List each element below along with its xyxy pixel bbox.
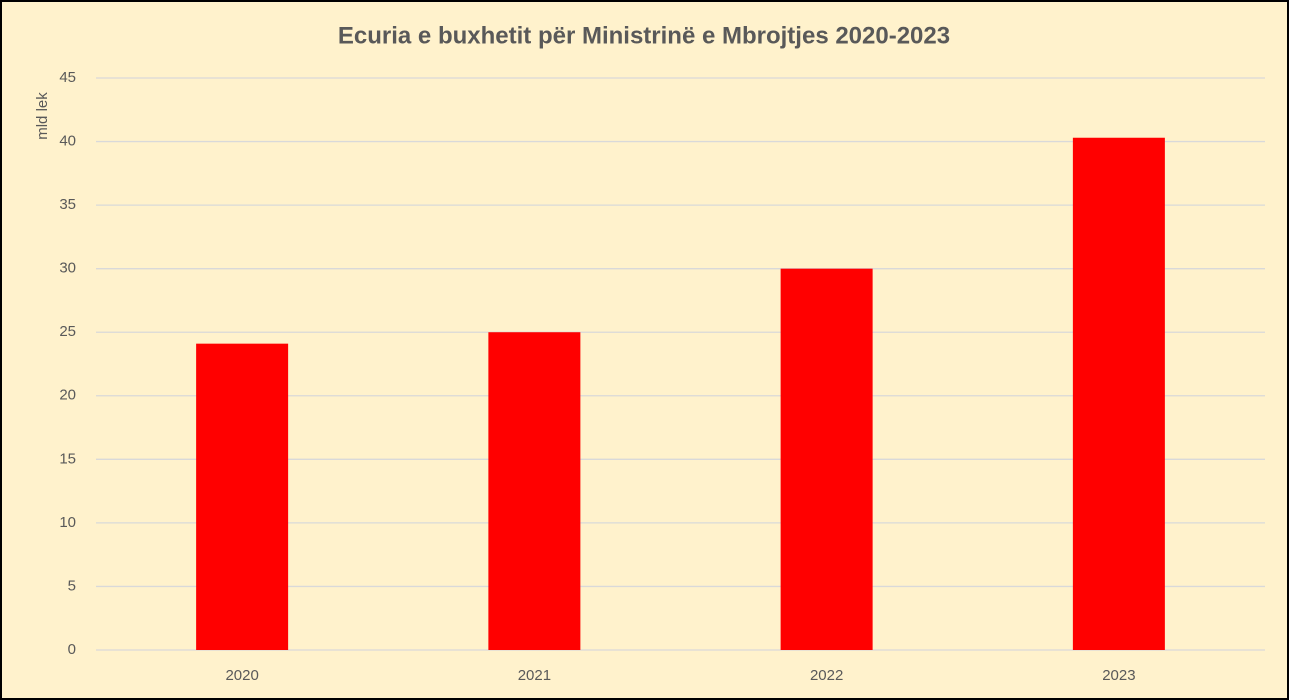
bar (196, 343, 289, 650)
y-tick-label: 45 (59, 69, 76, 86)
y-tick-label: 10 (59, 514, 76, 531)
y-tick-label: 40 (59, 133, 76, 150)
y-tick-label: 15 (59, 450, 76, 467)
y-tick-label: 5 (68, 577, 76, 594)
y-tick-label: 25 (59, 323, 76, 340)
y-axis-label: mld lek (34, 92, 51, 140)
bar (488, 332, 581, 650)
y-tick-label: 20 (59, 387, 76, 404)
x-tick-label: 2023 (1102, 667, 1135, 684)
bar (1072, 137, 1165, 651)
bar (780, 268, 873, 650)
chart-title: Ecuria e buxhetit për Ministrinë e Mbroj… (338, 22, 950, 49)
x-tick-label: 2020 (225, 667, 258, 684)
y-tick-label: 0 (68, 641, 76, 658)
y-tick-label: 30 (59, 260, 76, 277)
y-tick-label: 35 (59, 196, 76, 213)
x-tick-label: 2021 (518, 667, 551, 684)
x-tick-label: 2022 (810, 667, 843, 684)
